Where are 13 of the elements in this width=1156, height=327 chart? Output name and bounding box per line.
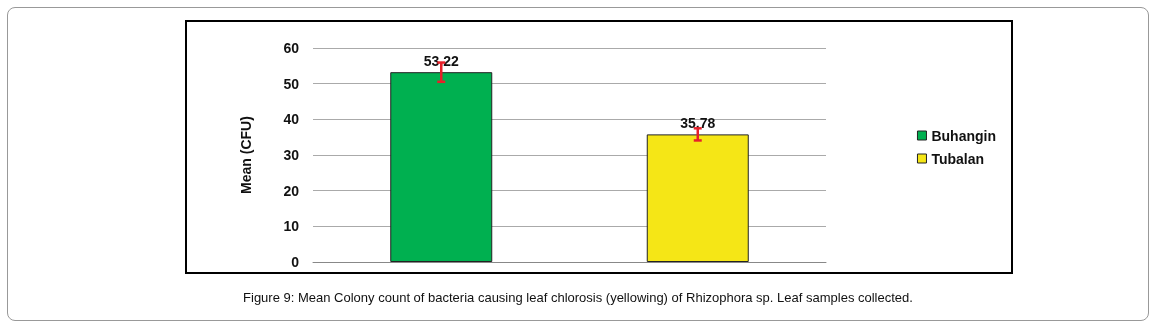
y-tick-label: 0 (291, 254, 300, 270)
y-tick-label: 10 (283, 218, 300, 235)
text: Figure 9: Mean Colony count of bacteria causing leaf chlorosis (yellowing) of Rhizophora sp. Leaf samples collected. (242, 290, 914, 305)
data-label: 35.78 (680, 115, 716, 132)
y-tick-label: 40 (283, 111, 300, 128)
legend-label: Buhangin (931, 127, 996, 144)
legend-label: Tubalan (931, 150, 985, 167)
y-tick-label: 60 (283, 40, 300, 56)
y-tick-label: 20 (283, 182, 300, 199)
y-tick-label: 30 (283, 147, 300, 163)
y-axis-title: Mean (CFU) (238, 116, 254, 194)
y-tick-label: 50 (283, 75, 300, 92)
data-label: 53.22 (423, 53, 459, 70)
